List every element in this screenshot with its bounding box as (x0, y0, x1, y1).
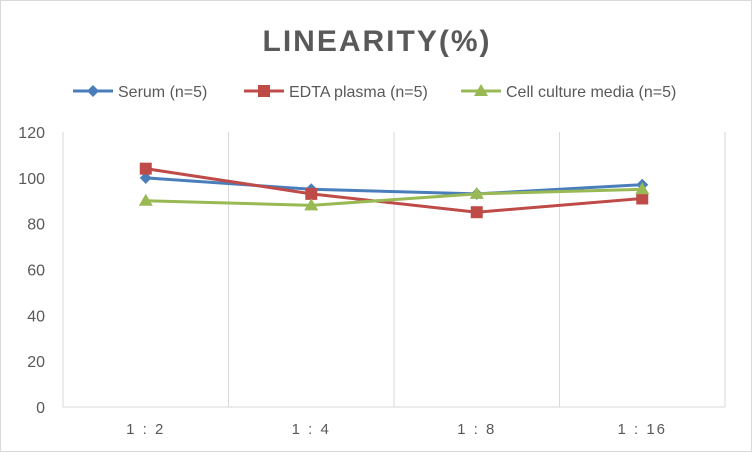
data-point (469, 186, 484, 199)
data-point (470, 206, 483, 219)
data-point (139, 162, 152, 175)
legend-label: Cell culture media (n=5) (506, 84, 676, 101)
data-point (304, 198, 319, 211)
x-tick-label: 1 : 2 (126, 421, 165, 438)
y-tick-label: 100 (18, 171, 45, 188)
data-point (305, 187, 318, 200)
y-tick-label: 40 (27, 308, 45, 325)
y-tick-label: 60 (27, 263, 45, 280)
data-point (139, 171, 152, 184)
data-point (138, 193, 153, 206)
y-tick-label: 20 (27, 354, 45, 371)
x-tick-label: 1 : 4 (292, 421, 331, 438)
data-point (474, 84, 488, 96)
x-tick-label: 1 : 8 (457, 421, 496, 438)
legend-label: EDTA plasma (n=5) (289, 84, 428, 101)
y-tick-label: 80 (27, 217, 45, 234)
data-point (87, 85, 99, 97)
data-point (636, 192, 649, 205)
x-tick-label: 1 : 16 (617, 421, 667, 438)
chart-title: LINEARITY(%) (263, 25, 492, 58)
y-tick-label: 120 (18, 125, 45, 142)
series-line (145, 176, 643, 196)
series-line (145, 167, 643, 214)
y-tick-label: 0 (36, 400, 45, 417)
series-line (145, 187, 643, 207)
data-point (635, 182, 650, 195)
legend-label: Serum (n=5) (118, 84, 207, 101)
data-point (258, 85, 270, 97)
